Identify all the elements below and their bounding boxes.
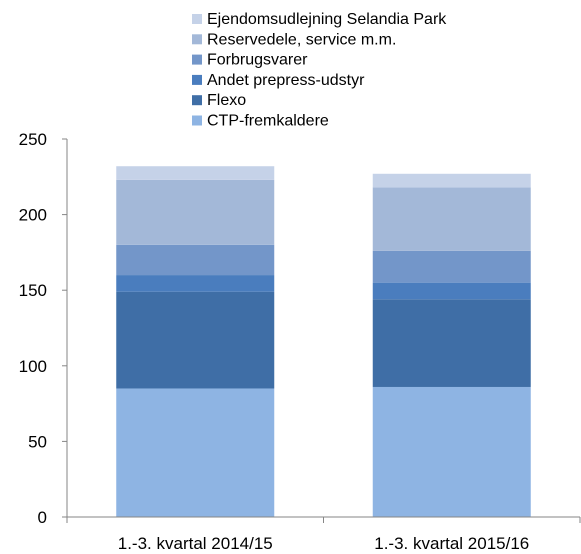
legend-swatch bbox=[192, 74, 202, 85]
y-ticks: 0 50 100 150 200 250 bbox=[19, 130, 67, 527]
legend: Ejendomsudlejning Selandia Park Reservede… bbox=[192, 11, 447, 130]
y-tick-label: 200 bbox=[19, 206, 47, 225]
bar-segment bbox=[372, 386, 531, 517]
legend-swatch bbox=[192, 14, 202, 24]
bar-segment bbox=[116, 166, 275, 180]
legend-label: Reservedele, service m.m. bbox=[207, 31, 396, 48]
legend-swatch bbox=[192, 115, 202, 126]
legend-label: CTP-fremkaldere bbox=[207, 113, 329, 130]
legend-label: Ejendomsudlejning Selandia Park bbox=[207, 11, 447, 28]
x-labels: 1.-3. kvartal 2014/15 1.-3. kvartal 2015/… bbox=[118, 534, 529, 553]
legend-swatch bbox=[192, 34, 202, 45]
bar-segment bbox=[372, 282, 531, 300]
legend-swatch bbox=[192, 54, 202, 65]
bar-segment bbox=[372, 173, 531, 188]
bar-segment bbox=[372, 299, 531, 387]
bar-segment bbox=[116, 388, 275, 517]
bar-segment bbox=[372, 187, 531, 251]
legend-label: Andet prepress-udstyr bbox=[207, 72, 365, 89]
bar-segment bbox=[116, 179, 275, 245]
legend-swatch bbox=[192, 95, 202, 106]
y-tick-label: 100 bbox=[19, 357, 47, 376]
legend-label: Flexo bbox=[207, 92, 246, 109]
y-tick-label: 150 bbox=[19, 281, 47, 300]
x-category-label: 1.-3. kvartal 2015/16 bbox=[374, 534, 529, 553]
y-tick-label: 0 bbox=[38, 508, 47, 527]
bar-segment bbox=[116, 291, 275, 389]
axes bbox=[66, 139, 581, 523]
legend-label: Forbrugsvarer bbox=[207, 52, 308, 69]
bars bbox=[116, 166, 531, 517]
bar-segment bbox=[372, 250, 531, 283]
bar-segment bbox=[116, 275, 275, 292]
y-tick-label: 50 bbox=[28, 432, 47, 451]
x-category-label: 1.-3. kvartal 2014/15 bbox=[118, 534, 273, 553]
y-tick-label: 250 bbox=[19, 130, 47, 149]
bar-segment bbox=[116, 244, 275, 276]
